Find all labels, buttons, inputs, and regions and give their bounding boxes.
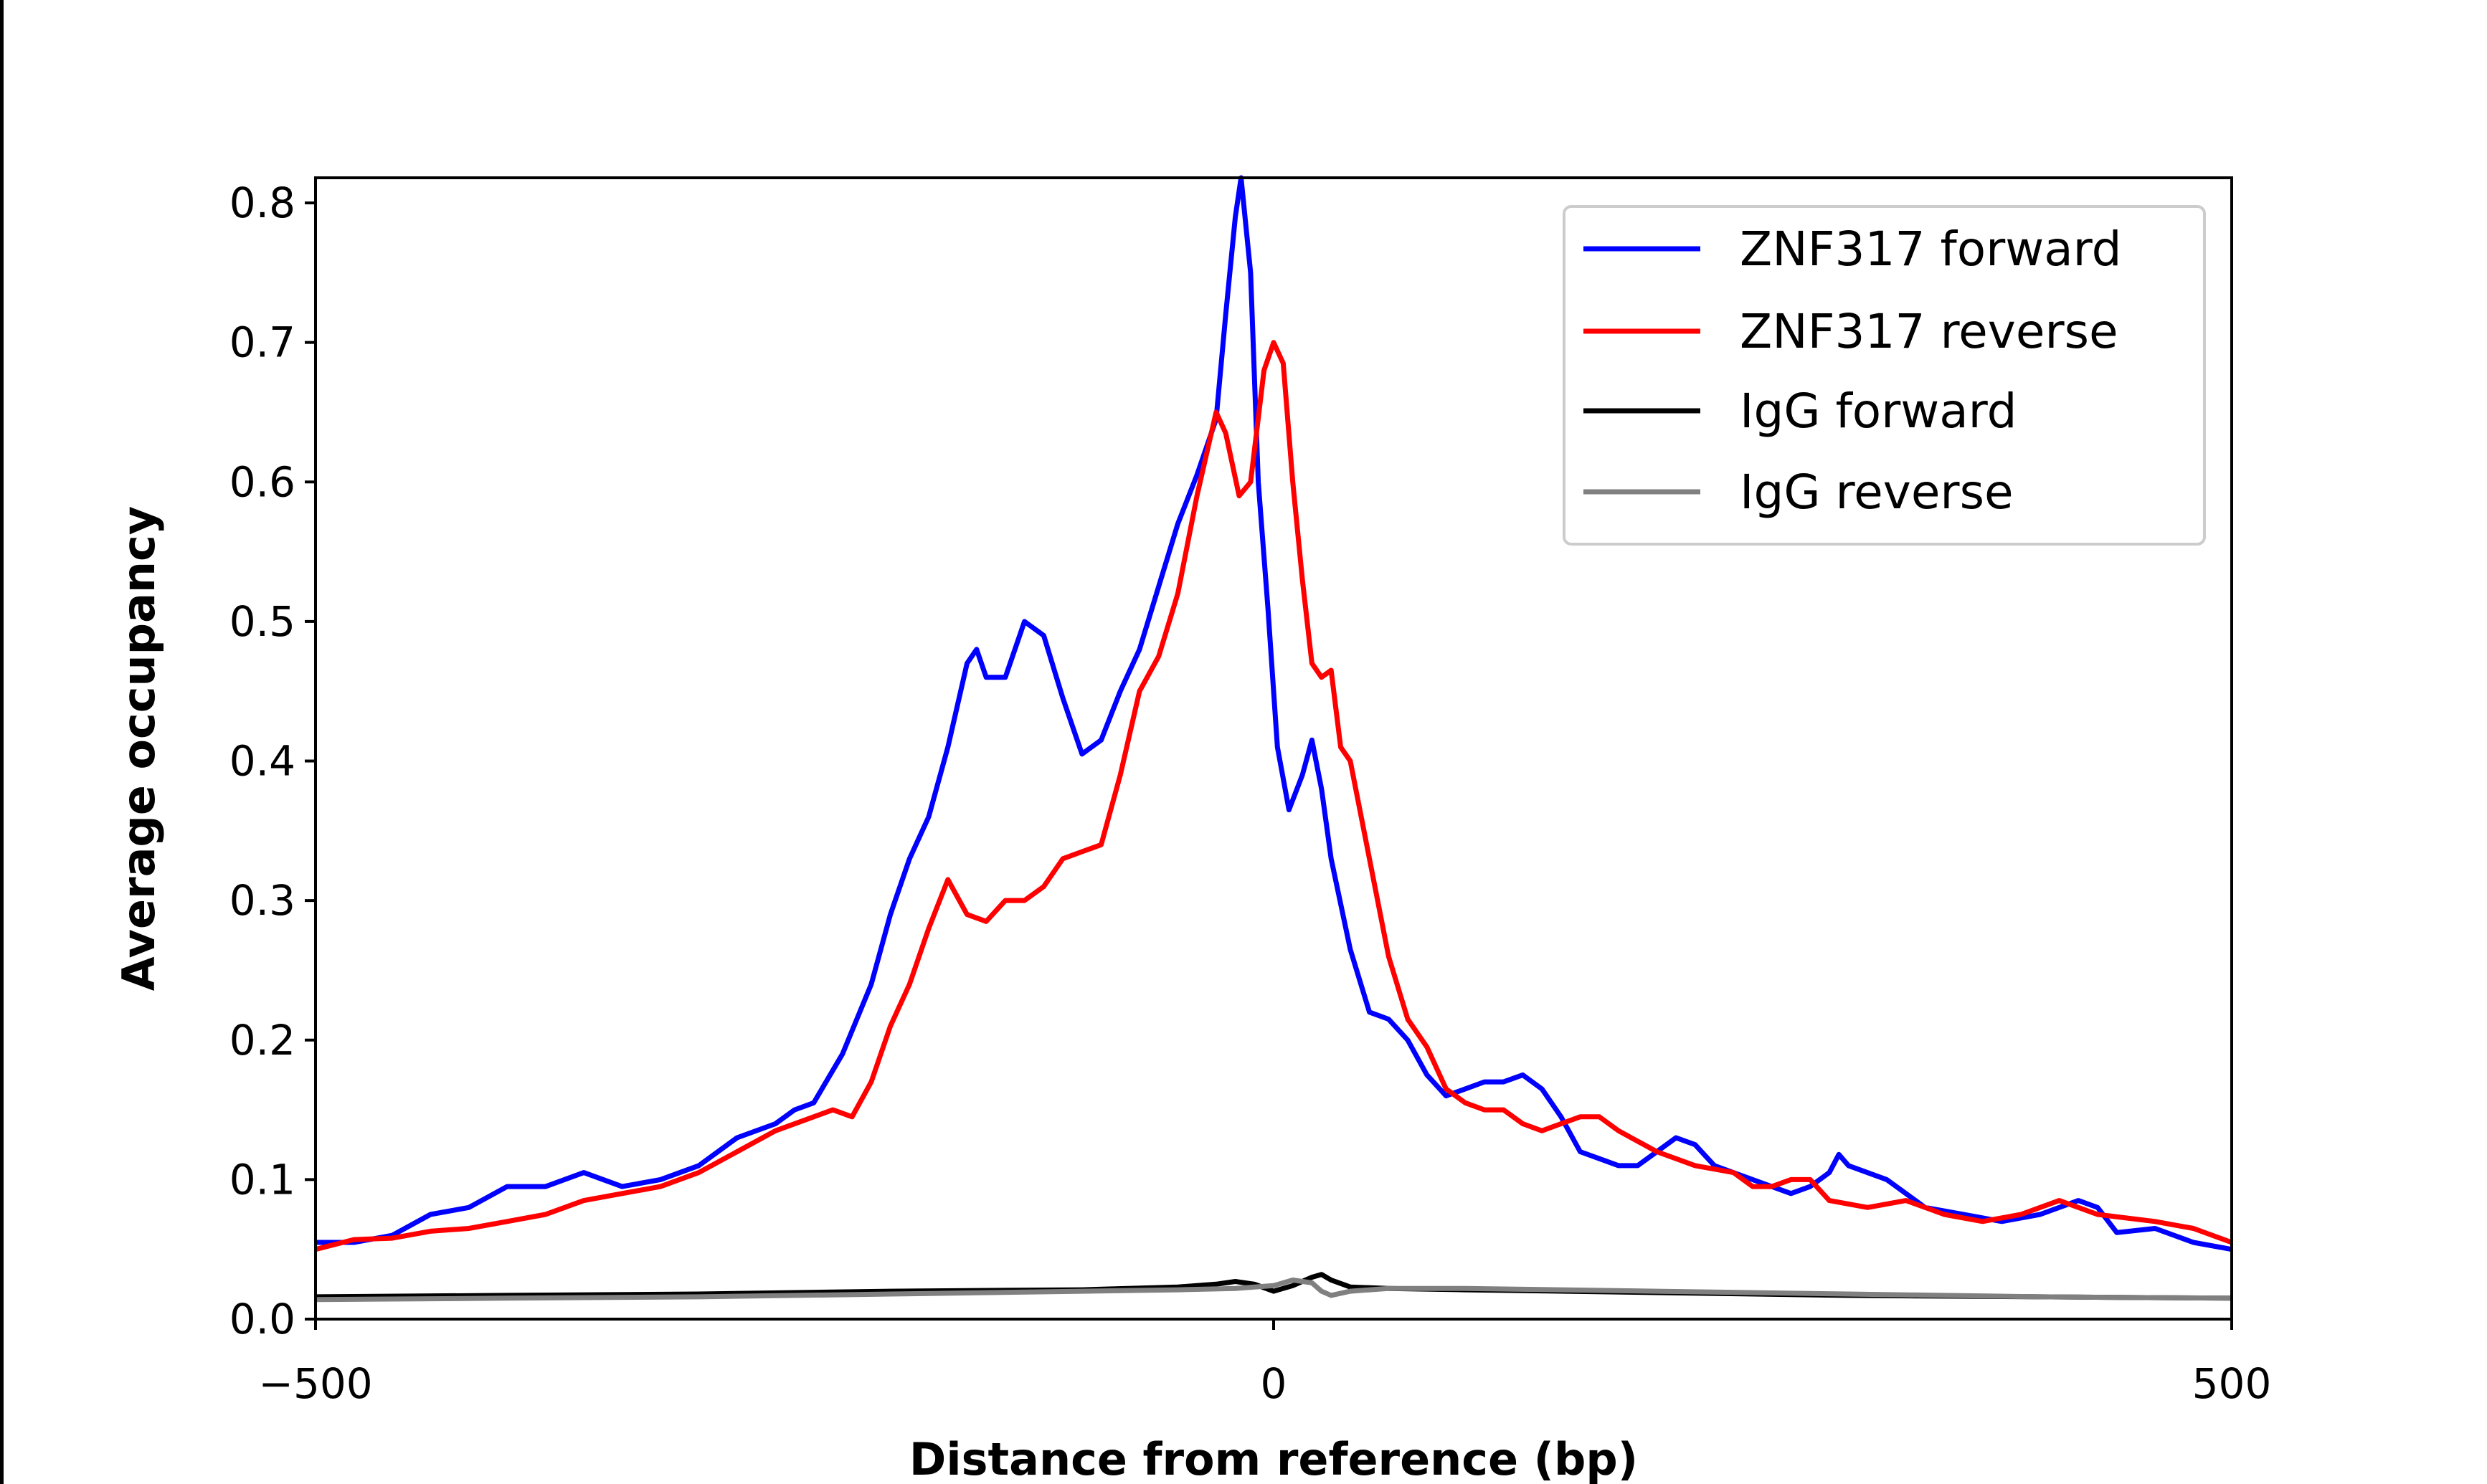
x-tick-label: 0 bbox=[1261, 1359, 1287, 1408]
y-tick-label: 0.1 bbox=[229, 1155, 295, 1204]
tick-layer: 0.0 0.1 0.2 0.3 0.4 0.5 0.6 0.7 0.8 −500 0 500 bbox=[229, 179, 2272, 1408]
image-left-border bbox=[0, 0, 4, 1484]
y-tick-label: 0.6 bbox=[229, 457, 295, 506]
y-axis-label: Average occupancy bbox=[113, 506, 165, 991]
series-line-igg-reverse bbox=[315, 1278, 2232, 1303]
series-line-znf317-forward bbox=[316, 175, 2232, 1252]
legend-label-znf317-forward: ZNF317 forward bbox=[1740, 222, 2122, 277]
y-tick-label: 0.3 bbox=[229, 876, 295, 925]
legend-label-igg-reverse: IgG reverse bbox=[1740, 465, 2014, 520]
x-tick-label: −500 bbox=[258, 1359, 372, 1408]
y-tick-label: 0.8 bbox=[229, 179, 295, 227]
x-tick-label: 500 bbox=[2192, 1359, 2272, 1408]
y-tick-label: 0.5 bbox=[229, 597, 295, 646]
y-tick-label: 0.2 bbox=[229, 1016, 295, 1065]
legend: ZNF317 forward ZNF317 reverse IgG forward I… bbox=[1563, 205, 2206, 546]
legend-label-igg-forward: IgG forward bbox=[1740, 384, 2017, 439]
y-tick-label: 0.4 bbox=[229, 737, 295, 786]
y-tick-label: 0.7 bbox=[229, 318, 295, 367]
legend-frame bbox=[1563, 205, 2206, 546]
series-layer bbox=[315, 175, 2233, 1303]
x-axis-label: Distance from reference (bp) bbox=[909, 1433, 1638, 1484]
series-line-znf317-reverse bbox=[315, 340, 2233, 1252]
y-tick-label: 0.0 bbox=[229, 1295, 295, 1343]
legend-label-znf317-reverse: ZNF317 reverse bbox=[1740, 304, 2118, 359]
